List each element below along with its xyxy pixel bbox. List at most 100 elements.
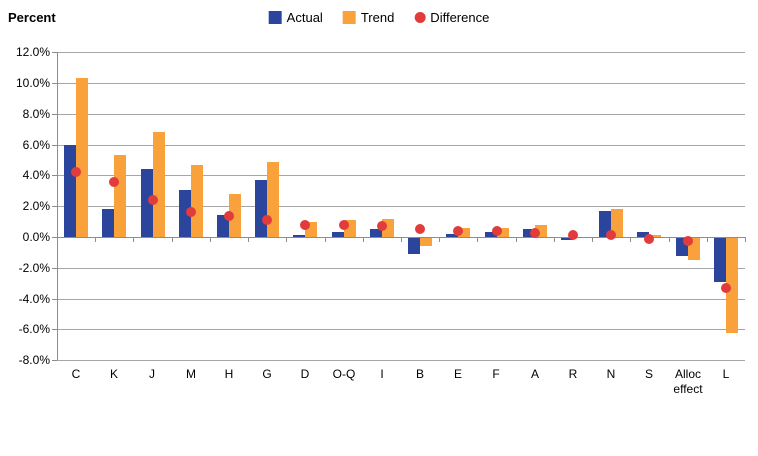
- x-axis-tick: [745, 238, 746, 242]
- bar-trend-K: [114, 155, 126, 237]
- x-axis-tick: [439, 238, 440, 242]
- gridline--4.0%: [57, 299, 745, 300]
- x-axis-tick: [477, 238, 478, 242]
- x-category-label: L: [722, 367, 730, 382]
- x-category-label: F: [492, 367, 500, 382]
- bar-trend-C: [76, 78, 88, 237]
- dot-difference-K: [109, 177, 119, 187]
- x-category-label: N: [606, 367, 616, 382]
- gridline-2.0%: [57, 206, 745, 207]
- chart-title: Percent: [8, 10, 56, 25]
- difference-circle-marker-icon: [414, 12, 426, 23]
- legend-label: Trend: [360, 10, 395, 25]
- x-axis-tick: [248, 238, 249, 242]
- bar-actual-I: [370, 229, 382, 237]
- y-axis-tick: [52, 206, 57, 207]
- gridline-12.0%: [57, 52, 745, 53]
- x-category-label: O-Q: [332, 367, 356, 382]
- y-tick-label: -8.0%: [18, 353, 50, 367]
- dot-difference-M: [186, 207, 196, 217]
- y-axis-tick: [52, 299, 57, 300]
- x-axis-tick: [57, 238, 58, 242]
- legend-item-actual: Actual: [268, 10, 323, 25]
- x-axis-tick: [630, 238, 631, 242]
- x-axis-tick: [133, 238, 134, 242]
- x-category-label: R: [568, 367, 578, 382]
- x-category-label: A: [530, 367, 539, 382]
- y-axis-tick: [52, 237, 57, 238]
- x-axis-tick: [172, 238, 173, 242]
- y-tick-label: 12.0%: [15, 45, 50, 59]
- bar-actual-G: [255, 180, 267, 237]
- bar-trend-S: [649, 235, 661, 237]
- gridline--8.0%: [57, 360, 745, 361]
- bar-trend-G: [267, 162, 279, 237]
- legend-item-difference: Difference: [414, 10, 489, 25]
- y-axis-tick: [52, 83, 57, 84]
- gridline-6.0%: [57, 145, 745, 146]
- bar-actual-D: [293, 235, 305, 237]
- dot-difference-B: [415, 224, 425, 234]
- x-axis-tick: [363, 238, 364, 242]
- x-axis-tick: [325, 238, 326, 242]
- gridline-4.0%: [57, 175, 745, 176]
- x-axis-tick: [95, 238, 96, 242]
- y-axis-tick: [52, 360, 57, 361]
- x-axis-tick: [669, 238, 670, 242]
- x-category-label: C: [71, 367, 81, 382]
- dot-difference-O-Q: [339, 220, 349, 230]
- actual-square-marker-icon: [268, 11, 282, 24]
- y-tick-label: 2.0%: [22, 199, 50, 213]
- dot-difference-J: [148, 195, 158, 205]
- bar-trend-L: [726, 238, 738, 333]
- bar-trend-M: [191, 165, 203, 237]
- bar-actual-K: [102, 209, 114, 237]
- dot-difference-L: [721, 283, 731, 293]
- y-axis-tick: [52, 268, 57, 269]
- x-category-label: B: [415, 367, 424, 382]
- y-tick-label: 4.0%: [22, 168, 50, 182]
- bar-actual-S: [637, 232, 649, 237]
- bar-actual-M: [179, 190, 191, 237]
- x-axis-tick: [707, 238, 708, 242]
- bar-actual-J: [141, 169, 153, 237]
- dot-difference-R: [568, 230, 578, 240]
- x-axis-tick: [286, 238, 287, 242]
- y-tick-label: -6.0%: [18, 322, 50, 336]
- y-tick-label: 6.0%: [22, 138, 50, 152]
- trend-square-marker-icon: [342, 11, 356, 24]
- bar-trend-E: [458, 228, 470, 237]
- dot-difference-H: [224, 211, 234, 221]
- dot-difference-D: [300, 220, 310, 230]
- legend-label: Difference: [430, 10, 490, 25]
- x-category-label: G: [262, 367, 272, 382]
- y-tick-label: -4.0%: [18, 292, 50, 306]
- dot-difference-C: [71, 167, 81, 177]
- y-axis-tick: [52, 175, 57, 176]
- bar-trend-B: [420, 238, 432, 246]
- x-category-label: D: [300, 367, 310, 382]
- x-category-label: Alloc effect: [673, 367, 703, 397]
- bar-actual-A: [523, 229, 535, 237]
- bar-actual-R: [561, 238, 573, 240]
- bar-actual-L: [714, 238, 726, 282]
- dot-difference-E: [453, 226, 463, 236]
- x-category-label: I: [380, 367, 384, 382]
- y-tick-label: 0.0%: [22, 230, 50, 244]
- x-axis-tick: [516, 238, 517, 242]
- gridline-10.0%: [57, 83, 745, 84]
- y-axis-tick: [52, 145, 57, 146]
- x-category-label: S: [644, 367, 653, 382]
- y-axis-line: [57, 52, 58, 361]
- bar-actual-B: [408, 238, 420, 254]
- bar-trend-H: [229, 194, 241, 237]
- bar-actual-C: [64, 145, 76, 237]
- x-category-label: M: [186, 367, 196, 382]
- x-axis-tick: [210, 238, 211, 242]
- legend: Actual Trend Difference: [268, 10, 489, 25]
- gridline--2.0%: [57, 268, 745, 269]
- bar-actual-O-Q: [332, 232, 344, 237]
- legend-item-trend: Trend: [342, 10, 395, 25]
